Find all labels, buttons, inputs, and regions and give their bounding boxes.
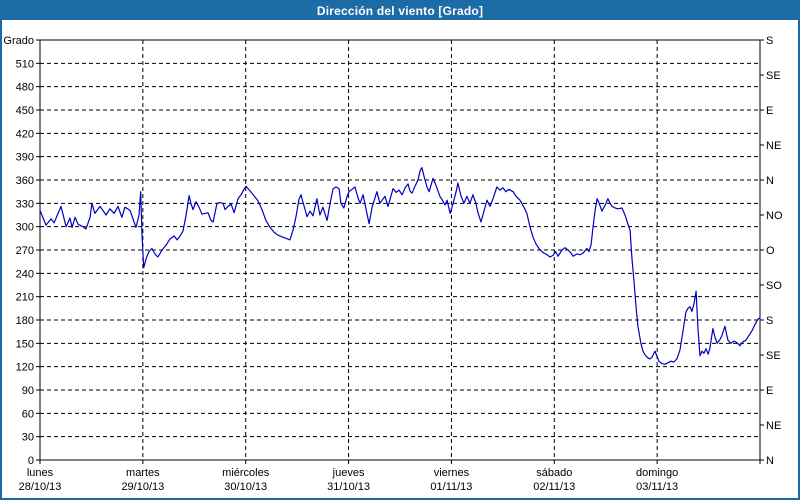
y-right-tick-label: NO [766, 210, 783, 222]
chart-title: Dirección del viento [Grado] [316, 4, 484, 18]
y-right-tick-label: SO [766, 280, 782, 292]
y-right-tick-label: NE [766, 420, 781, 432]
y-left-tick-label: 180 [16, 315, 34, 327]
x-date-label: 01/11/13 [430, 481, 472, 493]
x-date-label: 31/10/13 [327, 481, 370, 493]
y-right-tick-label: S [766, 35, 773, 47]
y-left-tick-label: 420 [16, 128, 34, 140]
y-right-tick-label: SE [766, 350, 781, 362]
x-date-label: 03/11/13 [636, 481, 678, 493]
x-day-label: sábado [536, 467, 572, 479]
y-left-tick-label: 240 [16, 268, 34, 280]
wind-direction-chart: 0 30 60 90 120 150 180 210 240 270 300 330 360 390 420… [3, 35, 783, 493]
x-date-label: 28/10/13 [19, 481, 62, 493]
y-right-tick-label: E [766, 105, 773, 117]
y-left-tick-label: 150 [16, 338, 34, 350]
x-date-label: 02/11/13 [533, 481, 575, 493]
x-day-label: martes [126, 467, 160, 479]
y-left-tick-label: 360 [16, 175, 34, 187]
y-right-tick-label: SE [766, 70, 781, 82]
x-day-label: lunes [27, 467, 54, 479]
y-right-tick-label: S [766, 315, 773, 327]
y-axis-title: Grado [3, 35, 34, 47]
y-left-tick-label: 450 [16, 105, 34, 117]
y-left-tick-label: 210 [16, 292, 34, 304]
y-left-tick-label: 30 [22, 432, 34, 444]
x-day-label: jueves [332, 467, 365, 479]
y-left-tick-label: 90 [22, 385, 34, 397]
y-left-tick-label: 510 [16, 58, 34, 70]
y-right-tick-label: E [766, 385, 773, 397]
chart-titlebar: Dirección del viento [Grado] [2, 2, 798, 20]
x-day-label: domingo [636, 467, 678, 479]
y-left-tick-label: 330 [16, 198, 34, 210]
y-right-tick-label: O [766, 245, 775, 257]
x-date-label: 30/10/13 [224, 481, 267, 493]
y-right-tick-label: N [766, 455, 774, 467]
y-left-tick-label: 480 [16, 82, 34, 94]
y-right-tick-label: NE [766, 140, 781, 152]
y-left-tick-label: 0 [28, 455, 34, 467]
x-date-label: 29/10/13 [121, 481, 164, 493]
y-left-tick-label: 300 [16, 222, 34, 234]
wind-direction-line [39, 167, 761, 365]
x-day-label: viernes [434, 467, 470, 479]
x-day-label: miércoles [222, 467, 270, 479]
y-left-tick-label: 270 [16, 245, 34, 257]
y-left-tick-label: 120 [16, 362, 34, 374]
y-left-tick-label: 60 [22, 408, 34, 420]
y-left-tick-label: 390 [16, 152, 34, 164]
y-right-tick-label: N [766, 175, 774, 187]
